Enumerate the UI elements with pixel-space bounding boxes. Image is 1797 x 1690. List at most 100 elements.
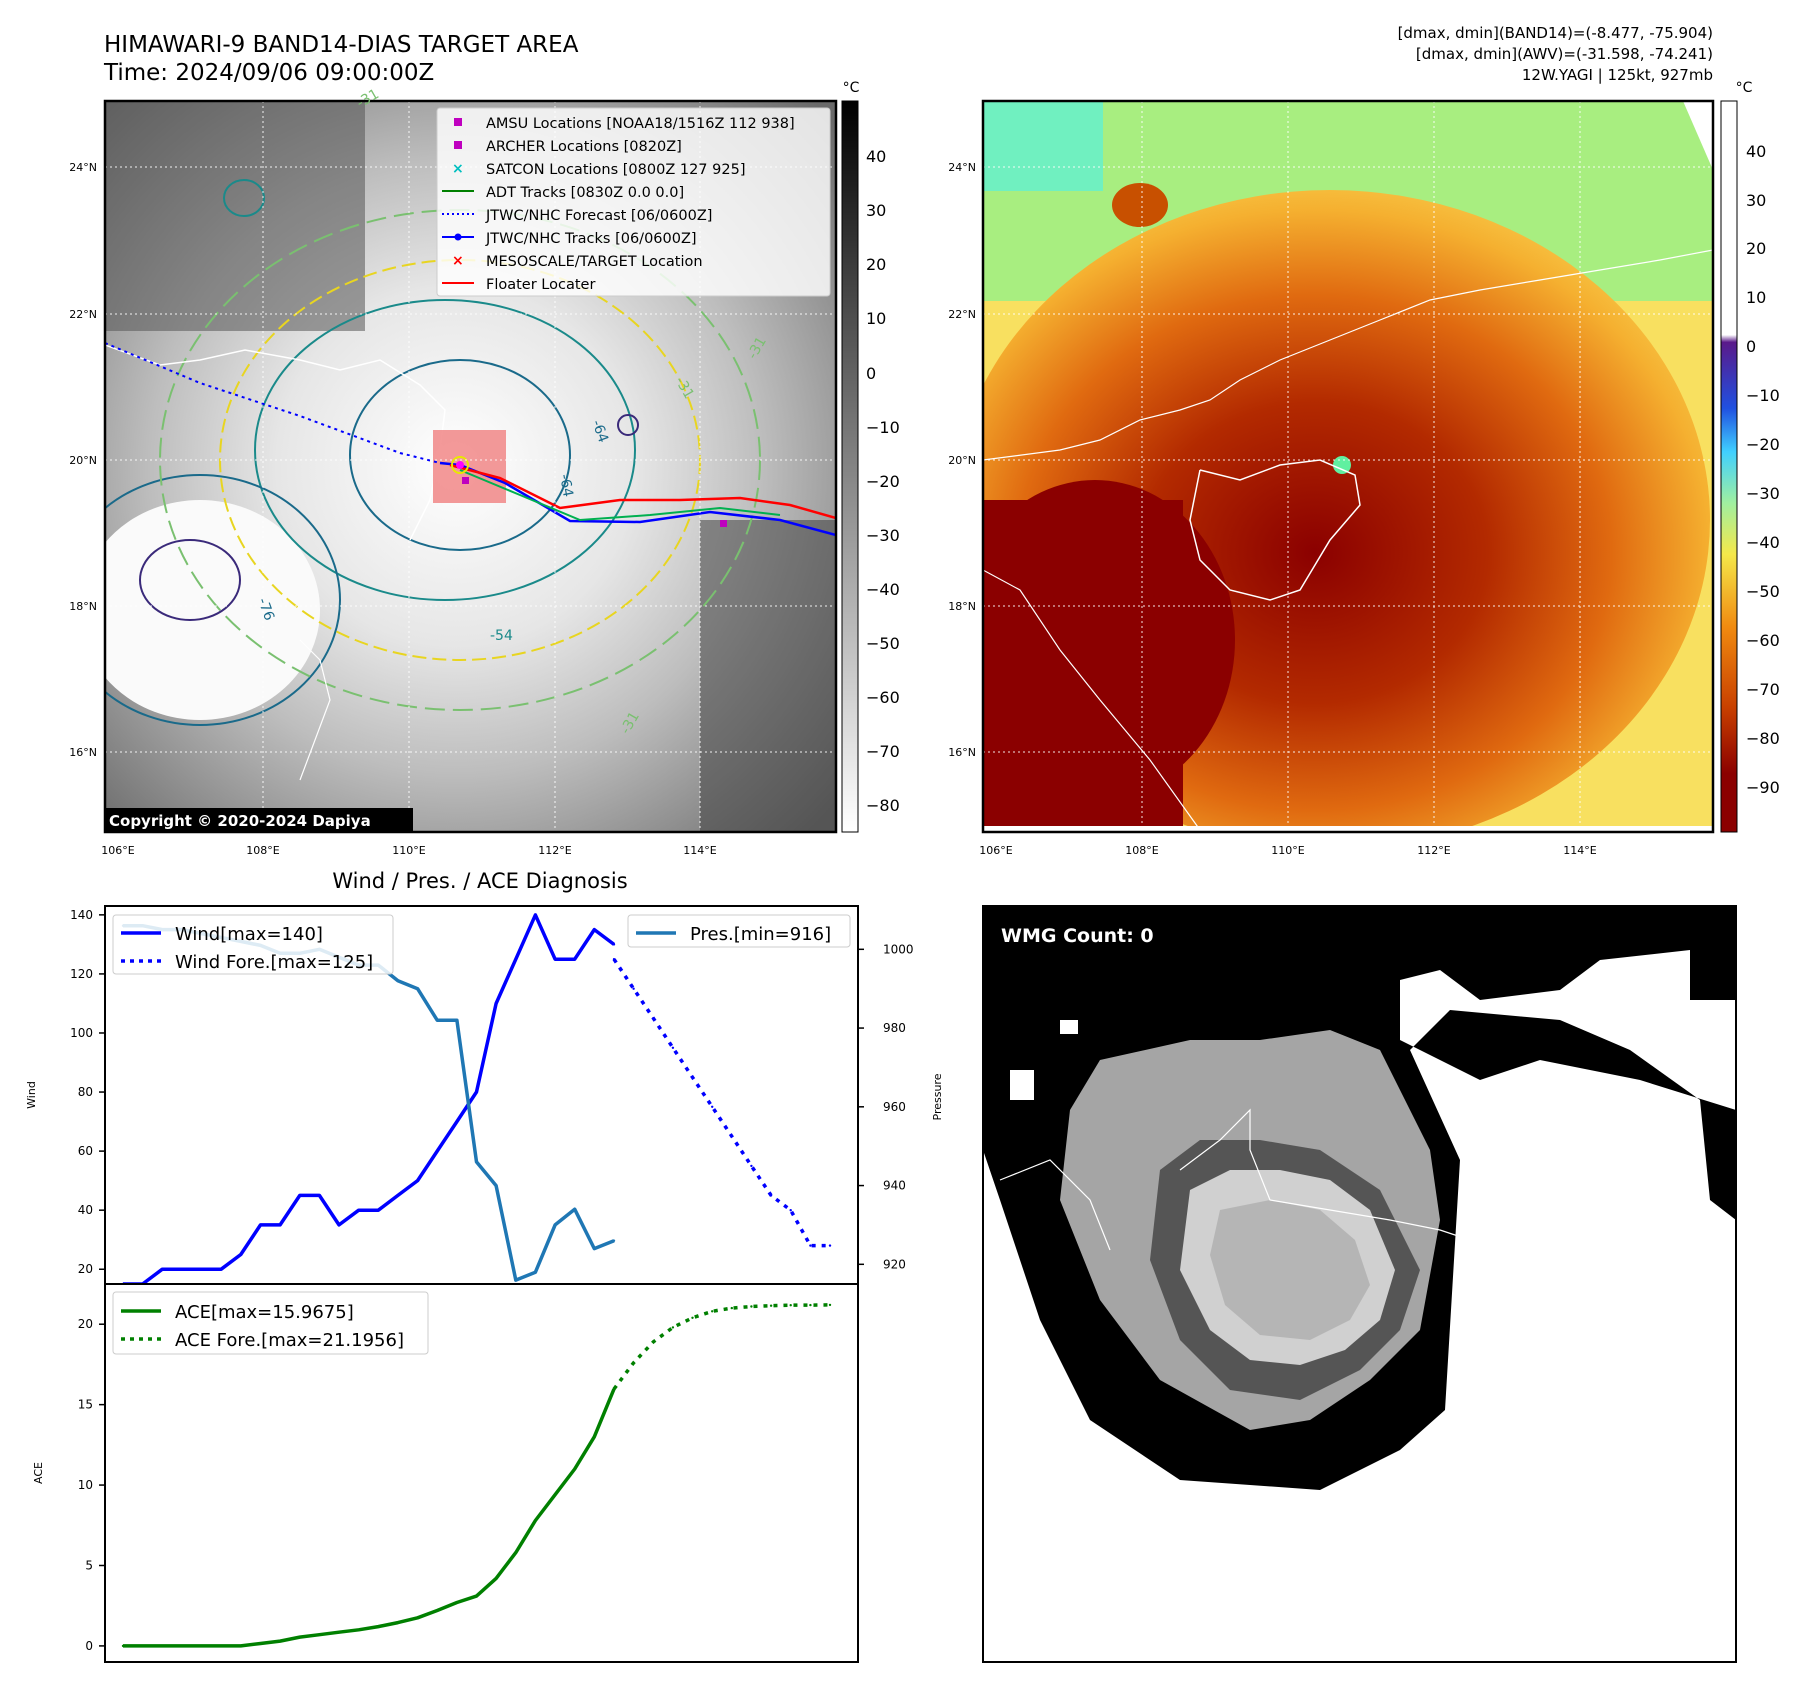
awv-colorbar-tick: −70 bbox=[1746, 680, 1780, 699]
lon-tick: 112°E bbox=[1417, 844, 1450, 857]
data-point bbox=[278, 1223, 282, 1227]
data-point bbox=[828, 1303, 832, 1307]
data-point bbox=[750, 1305, 753, 1308]
data-point bbox=[200, 1268, 203, 1271]
data-point bbox=[318, 1633, 321, 1636]
lon-tick: 108°E bbox=[246, 844, 279, 857]
ir-map-frame bbox=[103, 99, 838, 834]
ir-colorbar-tick: −10 bbox=[866, 418, 900, 437]
data-point bbox=[553, 1493, 557, 1496]
legend-floater: Floater Locater bbox=[486, 277, 595, 293]
wind-pressure-chart: Wind Pressure 20 40 60 80 100 120 140 920 940 960… bbox=[25, 905, 944, 1286]
awv-colorbar-tick: 20 bbox=[1746, 239, 1766, 258]
data-point bbox=[455, 1601, 459, 1604]
data-point bbox=[436, 1019, 439, 1022]
copyright-box bbox=[105, 808, 413, 832]
lat-tick: 24°N bbox=[948, 161, 976, 174]
awv-colorbar-tick: −40 bbox=[1746, 533, 1780, 552]
lat-tick: 20°N bbox=[948, 454, 976, 467]
data-point bbox=[730, 1135, 733, 1138]
lat-tick: 18°N bbox=[948, 600, 976, 613]
contour-label: -64 bbox=[588, 418, 611, 445]
wmg-count-label: WMG Count: 0 bbox=[1001, 925, 1154, 947]
legend-wind: Wind[max=140] bbox=[175, 924, 323, 945]
pressure-tick-label: 1000 bbox=[883, 942, 914, 956]
data-point bbox=[769, 1194, 773, 1197]
pressure-tick-label: 920 bbox=[883, 1257, 906, 1271]
ace-tick-label: 15 bbox=[78, 1398, 93, 1412]
ace-tick-label: 0 bbox=[85, 1639, 93, 1653]
lat-tick: 22°N bbox=[948, 308, 976, 321]
ace-tick-label: 20 bbox=[78, 1317, 93, 1331]
legend-archer: ARCHER Locations [0820Z] bbox=[486, 139, 682, 155]
wmg-image bbox=[983, 906, 1736, 1490]
ir-colorbar-tick: −40 bbox=[866, 580, 900, 599]
legend-adt: ADT Tracks [0830Z 0.0 0.0] bbox=[486, 185, 684, 201]
ir-colorbar-tick: 20 bbox=[866, 255, 886, 274]
data-point bbox=[396, 979, 400, 982]
legend-tracks: JTWC/NHC Tracks [06/0600Z] bbox=[485, 231, 697, 247]
awv-colorbar-tick: 30 bbox=[1746, 191, 1766, 210]
data-point bbox=[180, 1644, 184, 1648]
wmg-frame bbox=[982, 905, 1737, 1663]
data-point bbox=[475, 1090, 478, 1094]
data-point bbox=[514, 1551, 517, 1554]
info-band14: [dmax, dmin](BAND14)=(-8.477, -75.904) bbox=[1398, 24, 1713, 42]
data-point bbox=[259, 1223, 262, 1227]
data-point bbox=[789, 1304, 792, 1307]
data-point bbox=[514, 1278, 517, 1282]
data-point bbox=[318, 1194, 321, 1197]
data-point bbox=[278, 1639, 282, 1643]
lon-tick: 114°E bbox=[683, 844, 716, 857]
data-point bbox=[789, 1209, 792, 1212]
lon-tick: 110°E bbox=[1271, 844, 1304, 857]
data-point bbox=[573, 1467, 576, 1471]
data-point bbox=[573, 1208, 576, 1211]
lat-tick: 16°N bbox=[69, 746, 97, 759]
legend-tracks-dot bbox=[454, 233, 462, 241]
ir-colorbar-tick: −30 bbox=[866, 526, 900, 545]
ace-chart: ACE 0 5 10 15 20 ACE[max=15.9675] ACE Fore.[… bbox=[32, 1283, 859, 1663]
data-point bbox=[396, 1194, 400, 1197]
lat-tick: 20°N bbox=[69, 454, 97, 467]
data-point bbox=[553, 958, 557, 961]
data-point bbox=[711, 1105, 714, 1109]
data-point bbox=[691, 1076, 694, 1079]
data-point bbox=[534, 1519, 537, 1522]
data-point bbox=[239, 1644, 242, 1648]
lon-tick: 106°E bbox=[979, 844, 1012, 857]
wind-tick-label: 60 bbox=[78, 1144, 93, 1158]
awv-colorbar-tick: −50 bbox=[1746, 582, 1780, 601]
ir-colorbar-tick: −70 bbox=[866, 742, 900, 761]
legend-amsu-marker bbox=[454, 118, 462, 126]
data-point bbox=[377, 1209, 380, 1212]
data-point bbox=[652, 1017, 655, 1020]
awv-map-image bbox=[983, 101, 1713, 832]
data-point bbox=[475, 1160, 478, 1164]
data-point bbox=[632, 987, 635, 990]
lon-tick: 108°E bbox=[1125, 844, 1158, 857]
data-point bbox=[436, 1149, 439, 1153]
data-point bbox=[298, 1635, 301, 1639]
data-point bbox=[612, 1239, 616, 1242]
wind-tick-label: 100 bbox=[70, 1026, 93, 1040]
lat-tick: 18°N bbox=[69, 600, 97, 613]
legend-pressure: Pres.[min=916] bbox=[690, 924, 831, 945]
data-point bbox=[534, 913, 537, 917]
data-point bbox=[553, 1223, 557, 1227]
wind-tick-label: 40 bbox=[78, 1203, 93, 1217]
legend-ace: ACE[max=15.9675] bbox=[175, 1302, 354, 1323]
data-point bbox=[632, 1361, 635, 1365]
lon-tick: 106°E bbox=[101, 844, 134, 857]
data-point bbox=[475, 1594, 478, 1598]
awv-map-panel: 106°E 108°E 110°E 112°E 114°E 24°N 22°N … bbox=[948, 80, 1780, 857]
ace-axis-label: ACE bbox=[32, 1462, 45, 1484]
ace-legend: ACE[max=15.9675] ACE Fore.[max=21.1956] bbox=[112, 1291, 429, 1355]
data-point bbox=[691, 1316, 694, 1320]
data-point bbox=[298, 1194, 301, 1197]
data-point bbox=[593, 1247, 596, 1250]
pressure-axis-label: Pressure bbox=[931, 1073, 944, 1120]
awv-map-frame bbox=[981, 99, 1715, 834]
wind-tick-label: 140 bbox=[70, 908, 93, 922]
